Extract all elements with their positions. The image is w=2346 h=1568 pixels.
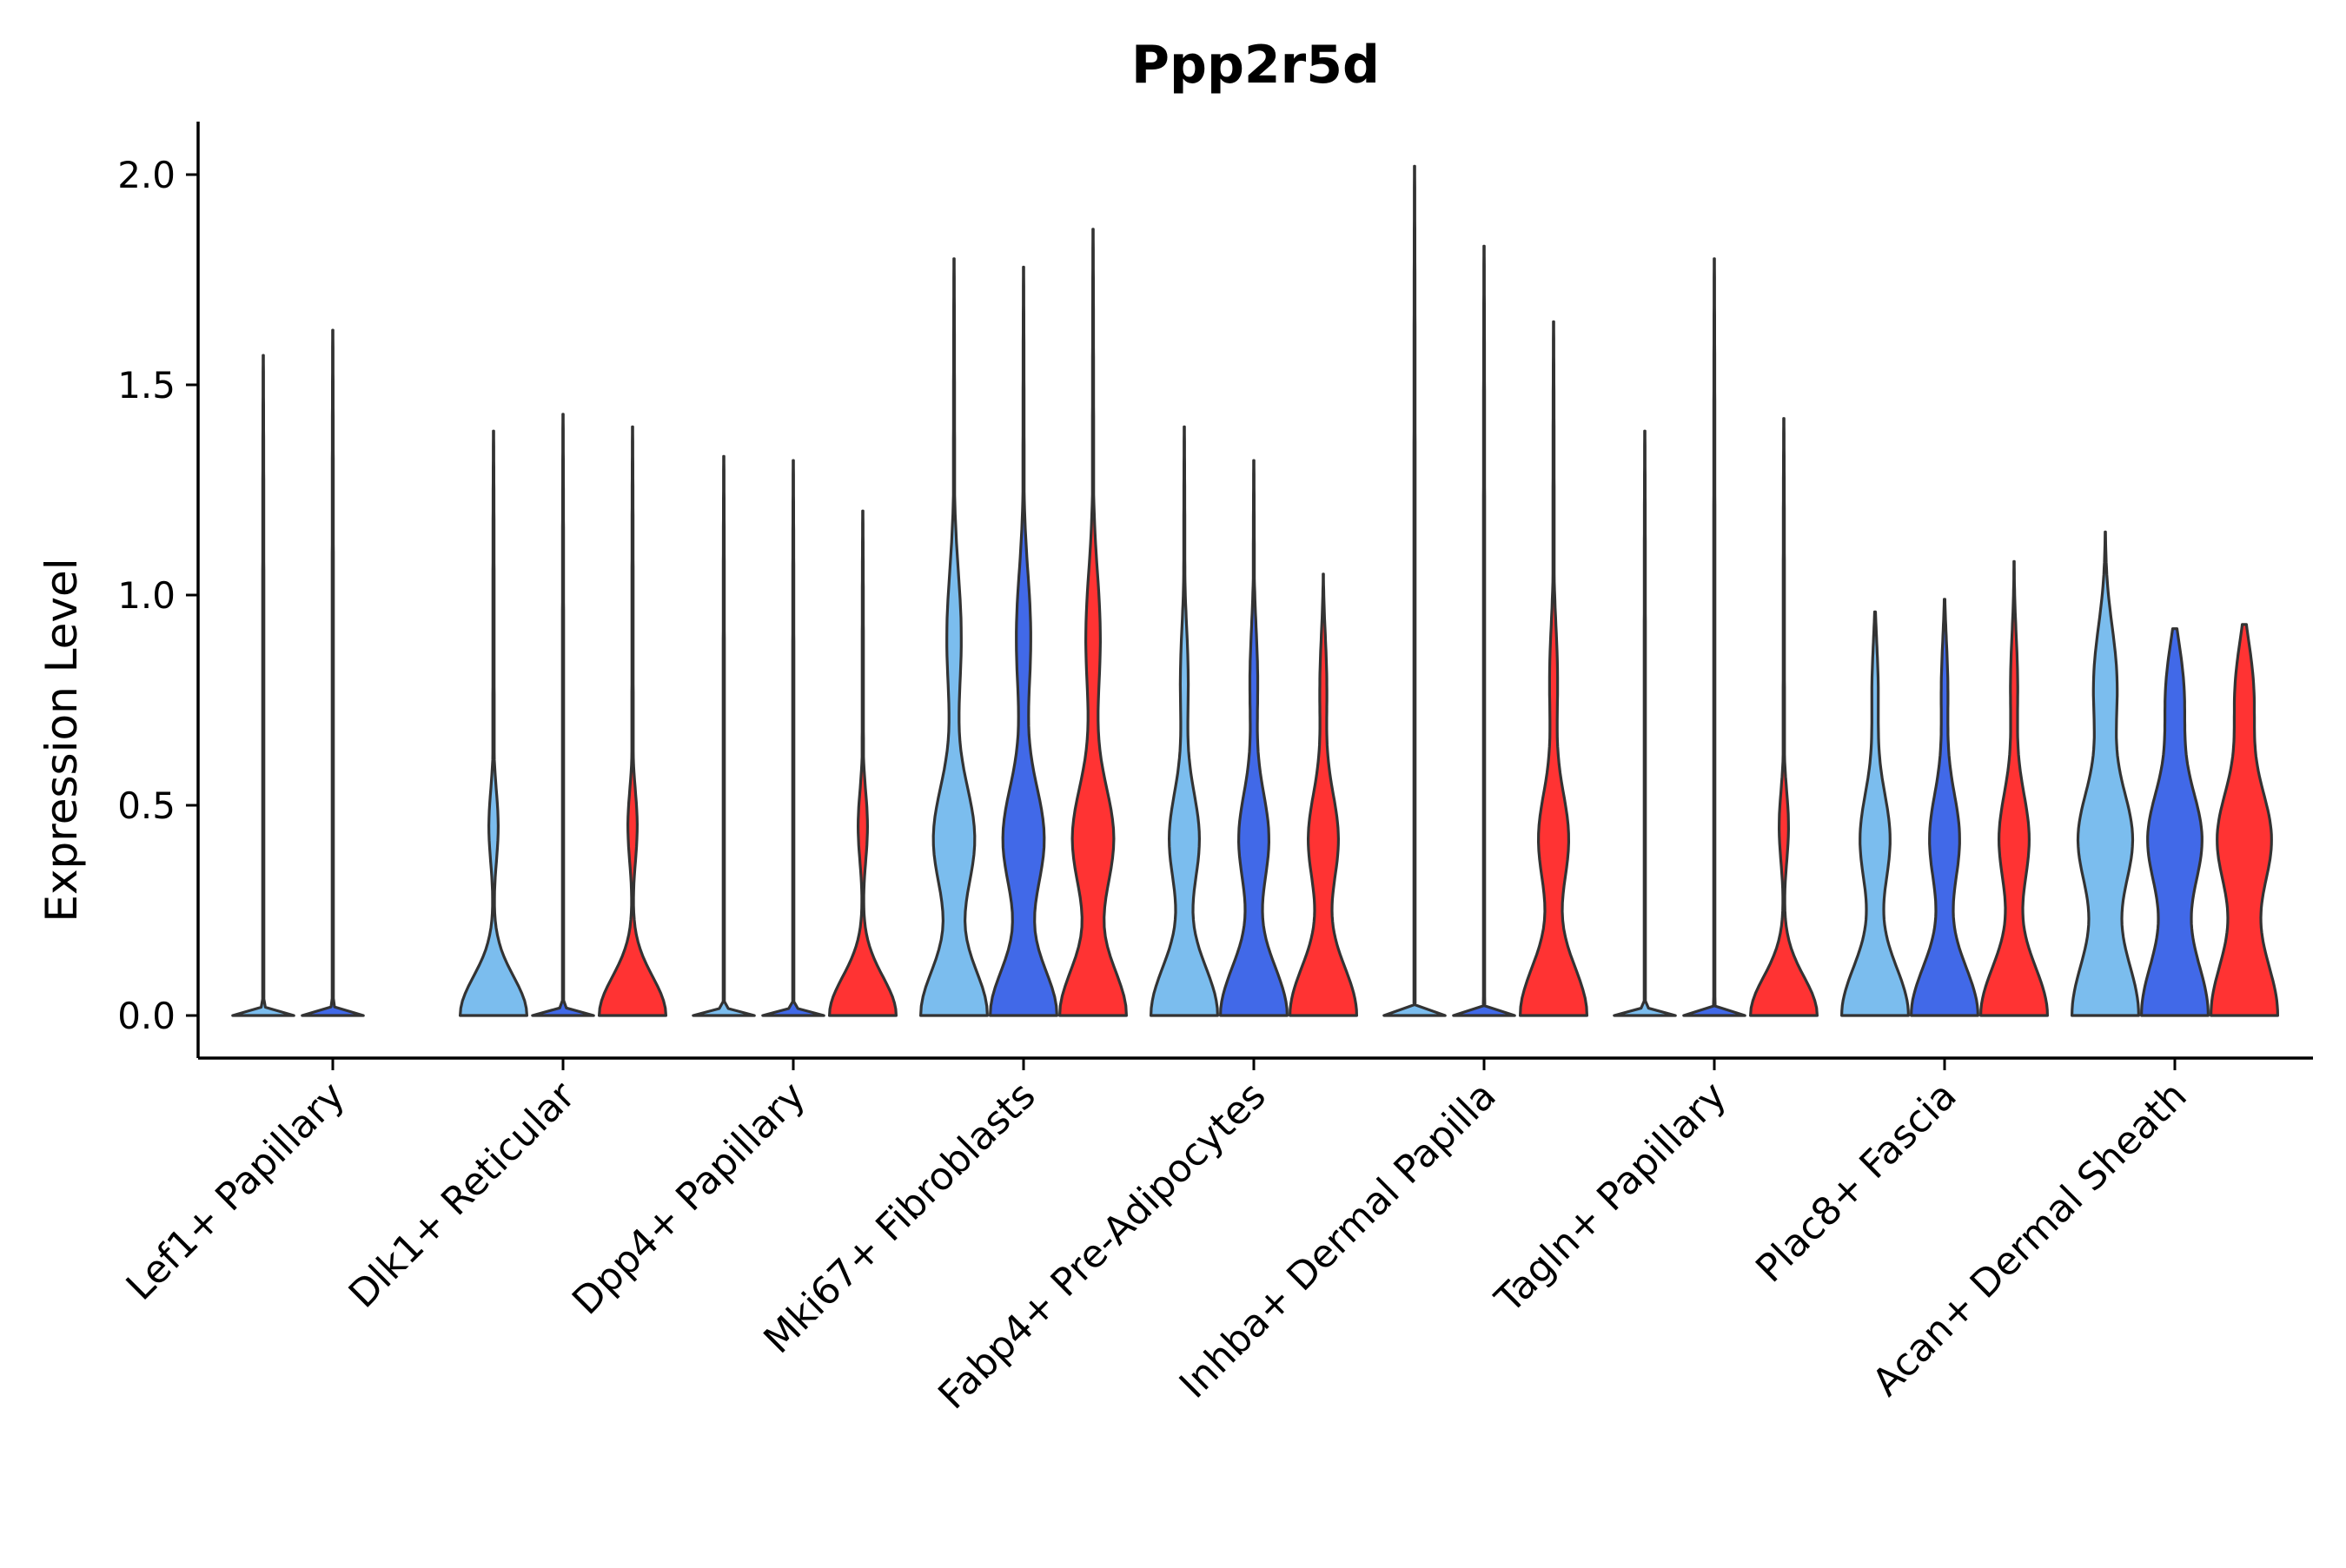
x-tick-label: Dlk1+ Reticular xyxy=(341,1073,585,1317)
violin-4-group-2 xyxy=(989,265,1058,1017)
violin-3-group-1 xyxy=(692,454,756,1017)
violin-7-group-2 xyxy=(1682,257,1746,1017)
y-tick-label: 0.5 xyxy=(117,784,176,827)
violin-1-group-2 xyxy=(301,328,365,1017)
violins-layer xyxy=(231,164,2279,1017)
y-tick-label: 0.0 xyxy=(117,995,176,1037)
x-tick-label: Dpp4+ Papillary xyxy=(564,1074,814,1324)
chart-title: Ppp2r5d xyxy=(1131,35,1380,96)
y-tick-label: 1.5 xyxy=(117,364,176,407)
violin-7-group-1 xyxy=(1613,429,1677,1017)
violin-2-group-1 xyxy=(459,429,528,1017)
violin-1-group-1 xyxy=(231,354,295,1017)
violin-2-group-3 xyxy=(598,425,667,1017)
violin-6-group-2 xyxy=(1452,244,1516,1017)
violin-9-group-3 xyxy=(2210,623,2279,1017)
x-tick-label: Lef1+ Papillary xyxy=(118,1074,354,1309)
violin-5-group-2 xyxy=(1219,459,1289,1017)
violin-4-group-3 xyxy=(1058,228,1128,1017)
y-tick-label: 1.0 xyxy=(117,574,176,617)
violin-3-group-2 xyxy=(761,459,825,1017)
violin-3-group-3 xyxy=(828,509,898,1017)
violin-4-group-1 xyxy=(919,257,989,1017)
violin-6-group-3 xyxy=(1519,320,1588,1017)
violin-9-group-1 xyxy=(2071,530,2140,1017)
violin-7-group-3 xyxy=(1749,417,1819,1017)
violin-8-group-1 xyxy=(1840,610,1910,1017)
violin-8-group-3 xyxy=(1979,559,2049,1017)
x-tick-label: Tagln+ Papillary xyxy=(1487,1074,1735,1322)
violin-6-group-1 xyxy=(1382,164,1447,1017)
y-tick-label: 2.0 xyxy=(117,154,176,196)
violin-5-group-3 xyxy=(1289,572,1358,1017)
y-axis-label: Expression Level xyxy=(36,558,87,922)
violin-5-group-1 xyxy=(1150,425,1219,1017)
x-tick-label: Plac8+ Fascia xyxy=(1747,1074,1965,1292)
violin-8-group-2 xyxy=(1910,598,1979,1017)
violin-2-group-2 xyxy=(531,413,595,1017)
violin-9-group-2 xyxy=(2140,627,2210,1017)
